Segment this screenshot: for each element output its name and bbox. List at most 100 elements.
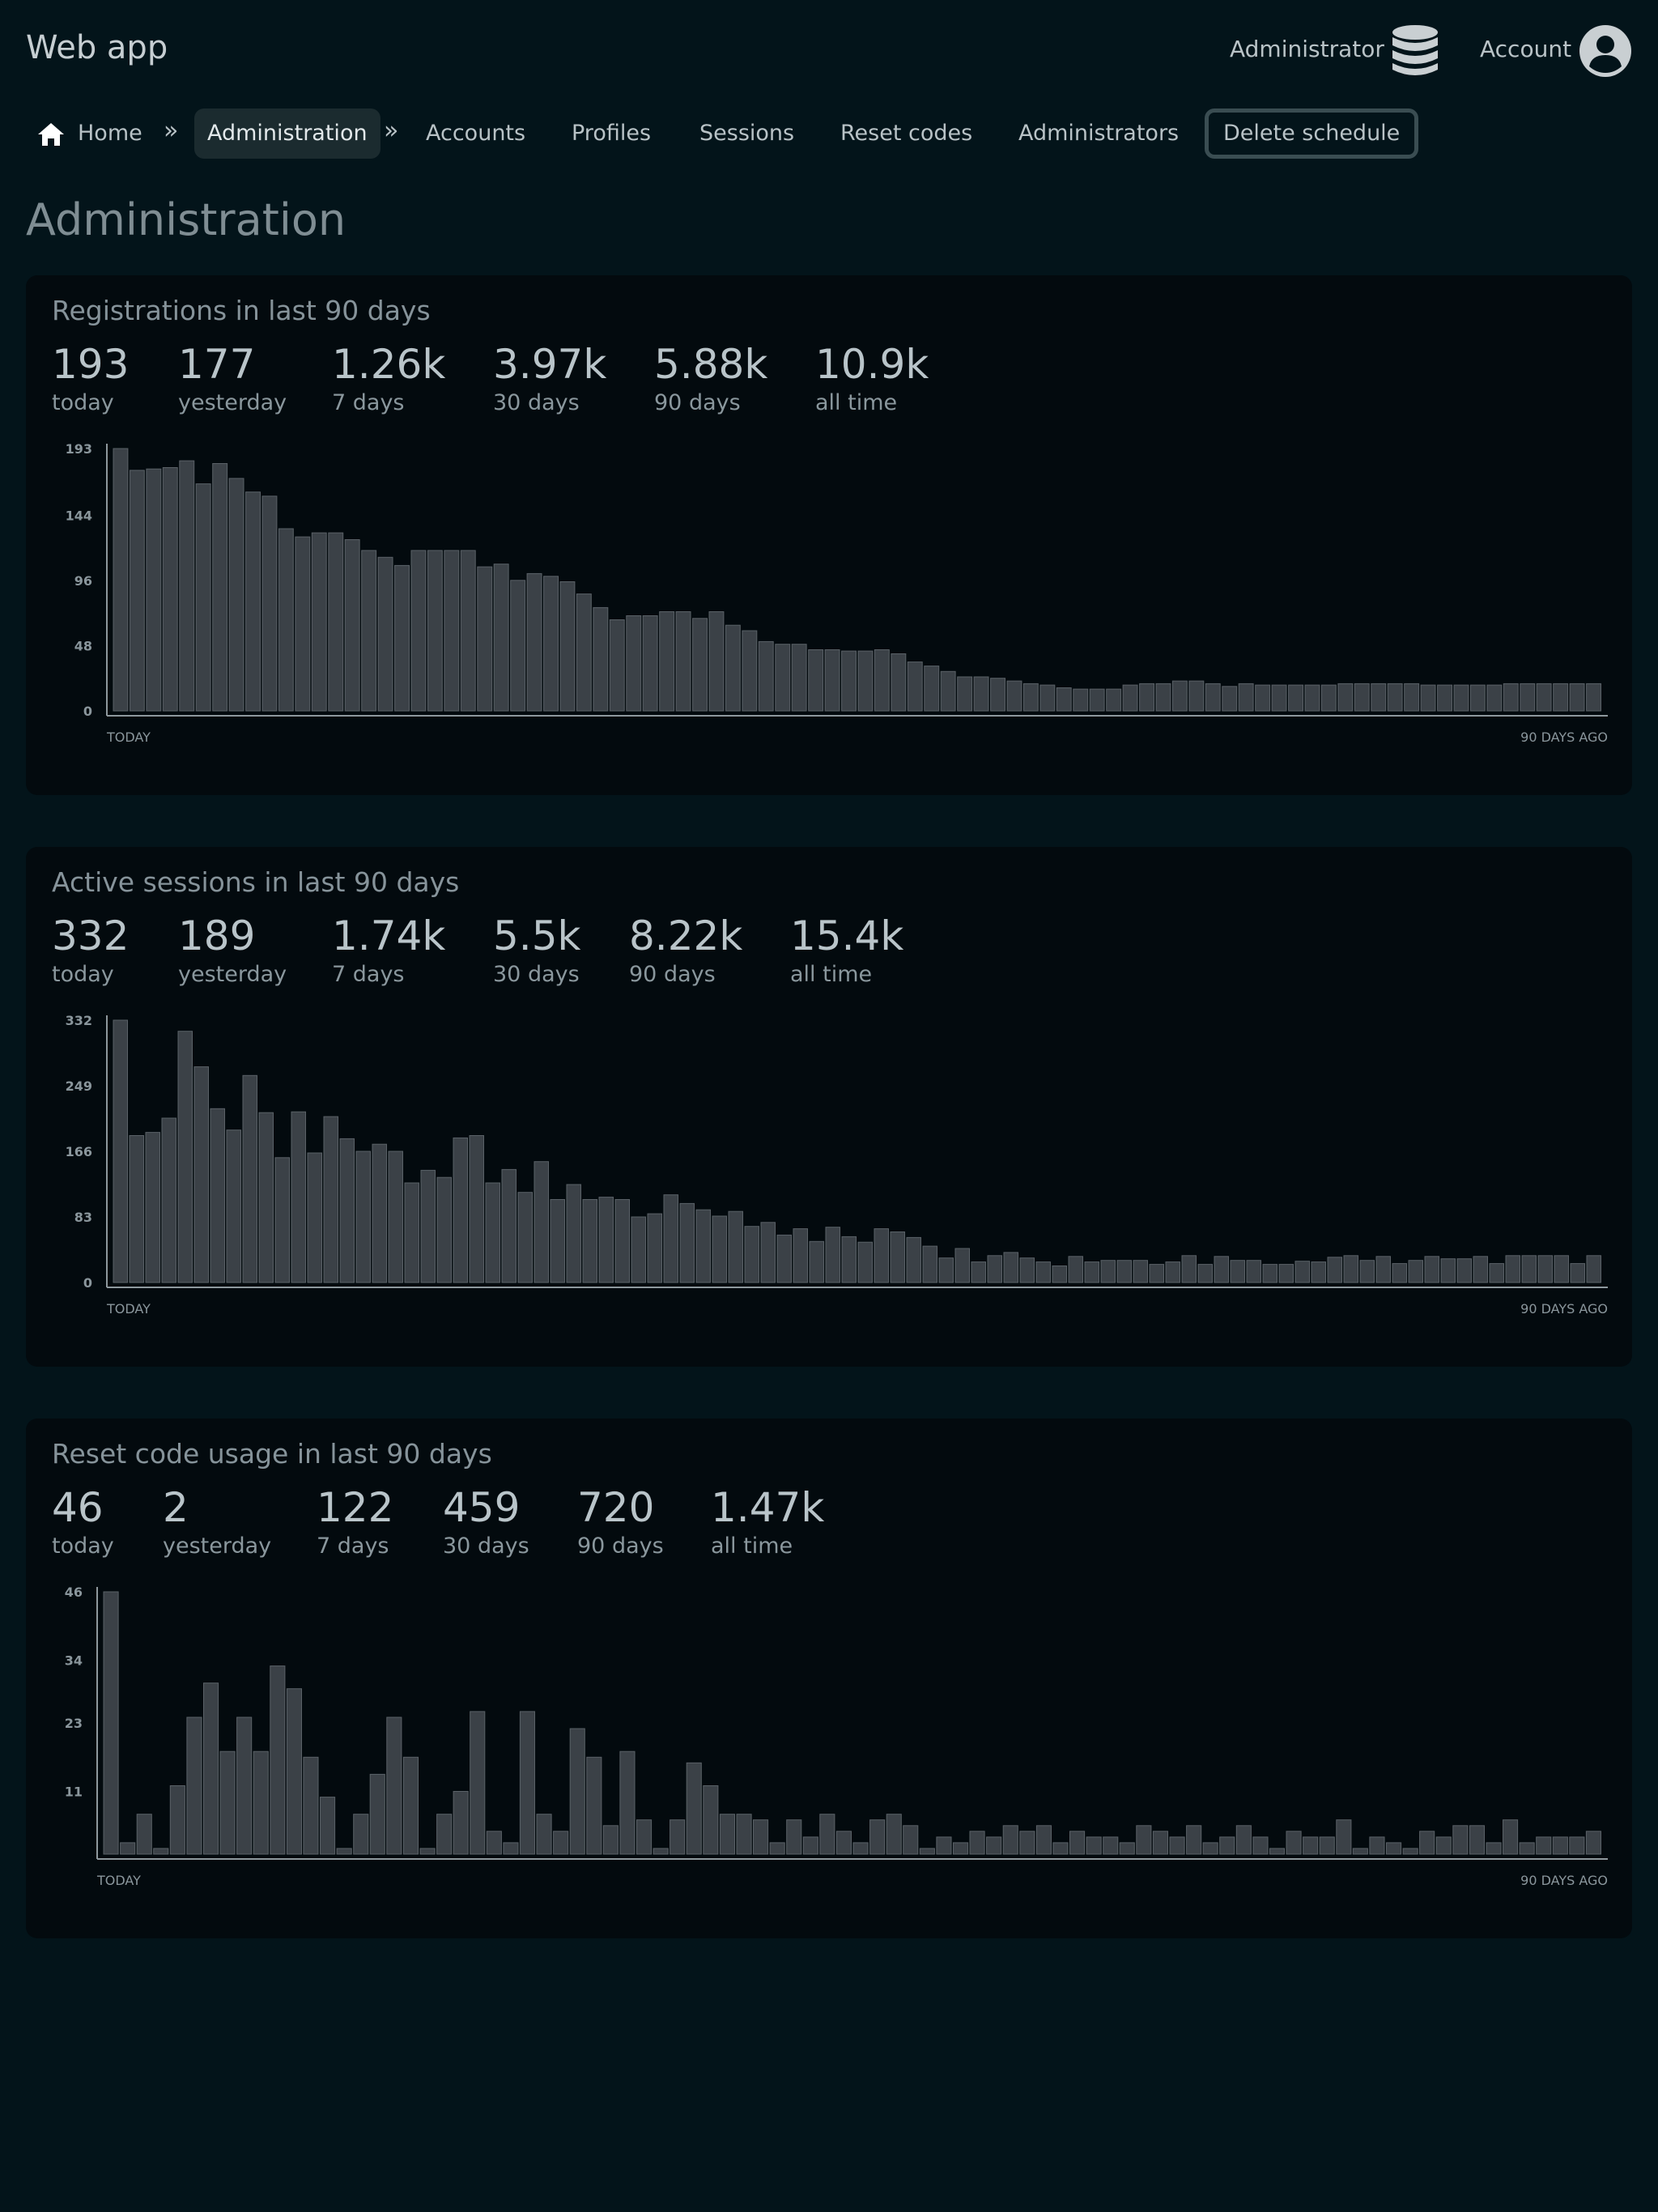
y-tick-label: 144: [66, 508, 92, 523]
chart-bar: [1352, 1848, 1368, 1855]
chart-bar: [1343, 1255, 1358, 1283]
chart-bar: [1086, 1836, 1102, 1855]
chart-bar: [1387, 683, 1403, 712]
reset-code-usage-card: Reset code usage in last 90 days 46 today…: [26, 1419, 1632, 1938]
chart-bar: [212, 463, 228, 712]
nav-administration[interactable]: Administration: [194, 108, 380, 159]
chart-bar: [969, 1831, 985, 1855]
stat-label: 7 days: [332, 390, 405, 415]
chart-bar: [659, 611, 675, 712]
chart-bar: [1419, 1831, 1435, 1855]
chart-bar: [670, 1819, 686, 1855]
active-sessions-bar-chart: 0 83 166 249 332 TODAY 90 DAYS AGO: [66, 1013, 1608, 1317]
stat-label: yesterday: [178, 390, 287, 415]
chart-bar: [486, 1831, 502, 1855]
nav-home[interactable]: Home: [78, 121, 142, 146]
y-tick-label: 96: [74, 573, 92, 589]
chart-bar: [469, 1135, 484, 1283]
stat-90-days: 8.22k 90 days: [629, 913, 742, 989]
chart-bar: [339, 1138, 355, 1283]
chart-bar: [857, 1241, 873, 1283]
stat-today: 193 today: [52, 342, 129, 418]
nav-accounts[interactable]: Accounts: [426, 121, 526, 146]
chart-bar: [1089, 688, 1105, 712]
chart-bar: [987, 1255, 1002, 1283]
chart-bar: [940, 670, 956, 712]
chart-bar: [1271, 684, 1287, 712]
chart-bar: [543, 576, 559, 712]
chart-bar: [193, 1066, 209, 1283]
chart-bar: [1473, 1256, 1488, 1283]
chart-bar: [1369, 1836, 1385, 1855]
chart-bar: [1022, 683, 1039, 712]
chart-bar: [593, 606, 609, 712]
chart-bar: [1073, 688, 1089, 712]
chart-bar: [1424, 1256, 1439, 1283]
chart-bar: [444, 550, 460, 712]
top-bar: Web app Administrator Account: [0, 0, 1658, 97]
account-menu-label[interactable]: Account: [1480, 36, 1572, 62]
stat-value: 10.9k: [815, 341, 929, 388]
chart-bar: [1453, 684, 1469, 712]
chart-bar: [841, 1236, 857, 1283]
chart-bar: [355, 1151, 371, 1283]
chart-bar: [1002, 1825, 1018, 1855]
chart-bar: [1165, 1261, 1180, 1283]
chart-bar: [517, 1192, 533, 1283]
delete-schedule-button[interactable]: Delete schedule: [1205, 108, 1419, 159]
home-icon[interactable]: [37, 121, 65, 147]
chart-bar: [626, 615, 642, 712]
nav-profiles[interactable]: Profiles: [572, 121, 652, 146]
chart-bar: [1586, 1255, 1601, 1283]
stat-7-days: 1.74k 7 days: [332, 913, 445, 989]
chart-bar: [922, 1245, 937, 1283]
chart-bar: [1262, 1264, 1278, 1283]
stat-label: 7 days: [317, 1534, 389, 1559]
chart-bar: [719, 1814, 736, 1855]
stat-value: 15.4k: [790, 912, 904, 959]
chart-bar: [1119, 1842, 1135, 1855]
active-sessions-card: Active sessions in last 90 days 332 today…: [26, 847, 1632, 1367]
registrations-card: Registrations in last 90 days 193 today 1…: [26, 275, 1632, 795]
chart-bar: [1230, 1260, 1245, 1283]
breadcrumb-nav: Home » Administration » Accounts Profile…: [0, 105, 1658, 162]
chart-bar: [286, 1688, 302, 1855]
y-tick-label: 193: [66, 441, 92, 457]
stat-label: 90 days: [654, 390, 741, 415]
chart-bar: [195, 483, 211, 712]
user-circle-icon[interactable]: [1579, 24, 1632, 78]
chart-bar: [1552, 1836, 1568, 1855]
chart-bar: [1536, 1836, 1552, 1855]
stat-value: 189: [178, 912, 256, 959]
chart-bar: [753, 1819, 769, 1855]
stat-label: 30 days: [493, 962, 580, 987]
stat-value: 3.97k: [493, 341, 607, 388]
chart-bar: [1269, 1848, 1286, 1855]
chart-bar: [388, 1151, 403, 1283]
chart-bar: [161, 1117, 176, 1283]
chart-bar: [1486, 684, 1503, 712]
chart-bar: [145, 1132, 160, 1283]
nav-reset-codes[interactable]: Reset codes: [840, 121, 973, 146]
chart-bar: [1503, 683, 1519, 712]
nav-administrators[interactable]: Administrators: [1018, 121, 1180, 146]
database-icon[interactable]: [1391, 24, 1439, 78]
stat-yesterday: 2 yesterday: [163, 1485, 271, 1561]
chart-bar: [162, 467, 178, 712]
chart-bar: [1205, 683, 1221, 712]
chart-bar: [824, 649, 840, 712]
chart-bar: [1035, 1825, 1052, 1855]
chart-bar: [566, 1184, 581, 1283]
chart-bar: [1214, 1256, 1229, 1283]
nav-sessions[interactable]: Sessions: [699, 121, 795, 146]
app-title[interactable]: Web app: [26, 29, 168, 66]
chart-bar: [245, 491, 261, 712]
chart-bar: [113, 1019, 128, 1283]
chart-bar: [769, 1842, 785, 1855]
chart-bar: [1136, 1825, 1152, 1855]
chart-bar: [1569, 683, 1585, 712]
chart-bar: [874, 649, 890, 712]
chart-bar: [129, 1135, 144, 1283]
administrator-menu-label[interactable]: Administrator: [1230, 36, 1384, 62]
chart-bar: [1069, 1831, 1086, 1855]
